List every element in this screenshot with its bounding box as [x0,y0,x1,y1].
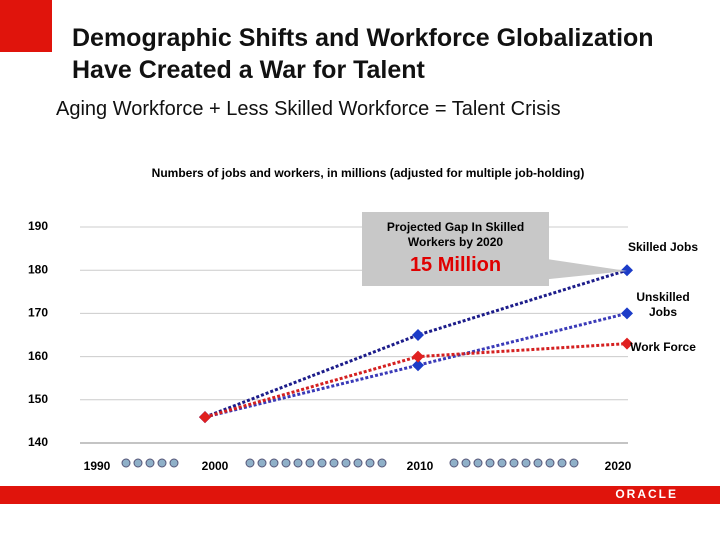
person-icon [341,458,351,468]
x-tick-label: 2010 [407,459,434,473]
series-line [204,311,628,419]
footer-bar [0,486,720,504]
person-icon [157,458,167,468]
person-icon [569,458,579,468]
marker [621,307,633,320]
y-tick-label: 190 [28,219,48,233]
x-tick-label: 2020 [605,459,632,473]
marker [199,411,211,424]
logo: ORACLE [615,487,678,501]
person-icon [497,458,507,468]
x-tick-label: 1990 [84,459,111,473]
series-label: Work Force [630,340,696,354]
y-tick-label: 160 [28,349,48,363]
y-tick-label: 170 [28,306,48,320]
marker [621,264,633,277]
x-tick-label: 2000 [202,459,229,473]
y-tick-label: 140 [28,435,48,449]
person-icon [365,458,375,468]
series-label: Skilled Jobs [627,240,699,254]
person-icon [305,458,315,468]
marker [412,359,424,372]
marker [412,329,424,341]
person-icon [377,458,387,468]
chart-title: Numbers of jobs and workers, in millions… [151,166,585,180]
person-icon [449,458,459,468]
person-icon [121,458,131,468]
person-icon [133,458,143,468]
y-tick-label: 180 [28,262,48,276]
red-square [0,0,52,52]
callout-value: 15 Million [409,254,502,276]
callout-text: Projected Gap In Skilled Workers by 2020 [386,220,525,249]
person-icon [293,458,303,468]
person-icon [461,458,471,468]
slide-title: Demographic Shifts and Workforce Globali… [72,24,654,84]
person-icon [485,458,495,468]
person-icon [509,458,519,468]
person-icon [353,458,363,468]
callout-arrow [540,258,627,280]
series-line [204,268,628,419]
person-icon [557,458,567,468]
person-icon [169,458,179,468]
person-icon [329,458,339,468]
person-icon [269,458,279,468]
person-icon [145,458,155,468]
marker [621,337,633,350]
subtitle: Aging Workforce + Less Skilled Workforce… [56,98,561,120]
series-label: Unskilled Jobs [636,290,690,319]
person-icon [533,458,543,468]
person-icon [245,458,255,468]
person-icon [257,458,267,468]
y-tick-label: 150 [28,392,48,406]
person-icon [281,458,291,468]
person-icon [473,458,483,468]
callout: Projected Gap In Skilled Workers by 2020… [362,212,549,286]
marker [412,350,424,363]
person-icon [521,458,531,468]
person-icon [545,458,555,468]
person-icon [317,458,327,468]
